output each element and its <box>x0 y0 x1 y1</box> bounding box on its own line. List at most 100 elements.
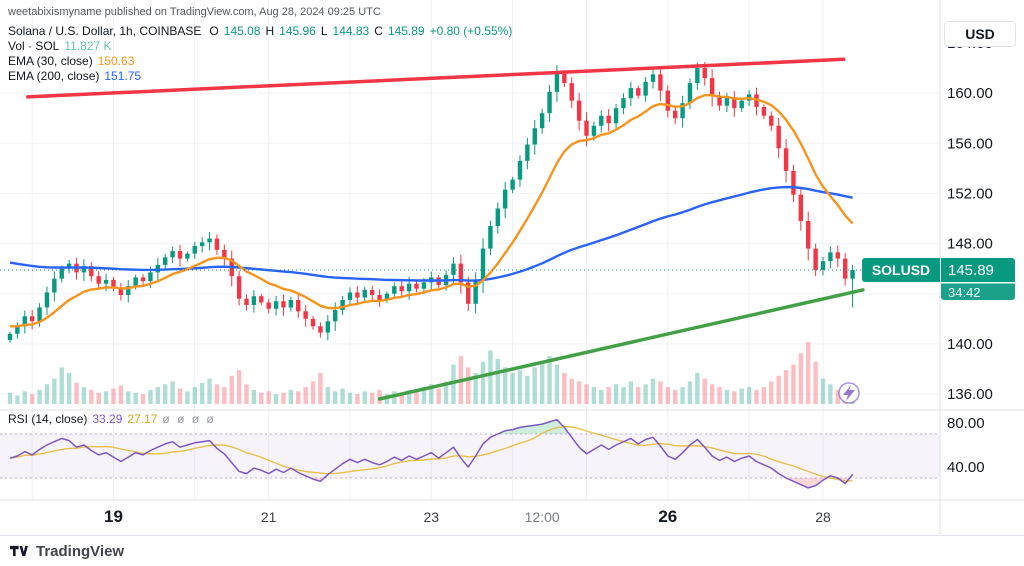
candle-body <box>406 283 412 292</box>
volume-bar <box>22 391 27 404</box>
candle-body <box>59 268 64 279</box>
volume-bar <box>89 389 94 404</box>
ema30-label[interactable]: EMA (30, close) <box>8 54 93 68</box>
volume-value: 11.827 K <box>64 39 112 53</box>
price-tick-label: 160.00 <box>947 85 993 102</box>
volume-bar <box>133 392 138 404</box>
symbol-row: Solana / U.S. Dollar, 1h, COINBASE O 145.… <box>8 24 512 39</box>
rsi-empty-values: ø ø ø ø <box>162 412 216 426</box>
volume-bar <box>192 387 197 404</box>
time-axis-label: 12:00 <box>525 509 560 525</box>
candle-body <box>296 299 301 312</box>
candle-body <box>318 326 323 333</box>
high-label: H <box>265 24 275 38</box>
candle-body <box>709 78 715 96</box>
candle-body <box>636 88 641 96</box>
chart-legend: Solana / U.S. Dollar, 1h, COINBASE O 145.… <box>8 24 512 84</box>
candle-body <box>52 278 57 293</box>
candle-body <box>569 83 574 101</box>
volume-bar <box>525 375 530 404</box>
candle-body <box>185 253 190 259</box>
volume-bar <box>754 389 759 404</box>
candle-body <box>828 252 833 262</box>
volume-bar <box>251 389 257 404</box>
volume-bar <box>421 387 427 404</box>
volume-bar <box>709 384 715 404</box>
candle-body <box>562 73 567 84</box>
tradingview-logo[interactable] <box>10 543 29 559</box>
ema200-value: 151.75 <box>104 69 142 83</box>
time-axis-label: 28 <box>815 509 831 525</box>
volume-bar <box>599 389 604 404</box>
ema200-label[interactable]: EMA (200, close) <box>8 69 100 83</box>
volume-bar <box>177 388 183 404</box>
volume-bar <box>15 395 20 404</box>
volume-bar <box>29 394 35 404</box>
volume-bar <box>296 391 301 404</box>
open-label: O <box>209 24 219 38</box>
candle-body <box>798 194 804 222</box>
usd-currency-button[interactable]: USD <box>944 21 1016 47</box>
candle-body <box>340 299 345 311</box>
candle-body <box>658 74 663 91</box>
volume-bar <box>488 350 493 404</box>
volume-bar <box>406 389 412 404</box>
candle-body <box>480 248 486 280</box>
candle-body <box>192 246 197 254</box>
volume-bar <box>791 364 796 404</box>
time-axis-label: 23 <box>423 509 439 525</box>
symbol-title[interactable]: Solana / U.S. Dollar, 1h, COINBASE <box>8 24 202 38</box>
volume-bar <box>665 387 670 404</box>
volume-bar <box>229 375 234 404</box>
candle-body <box>281 301 286 308</box>
ema200-row: EMA (200, close) 151.75 <box>8 69 512 84</box>
volume-bar <box>347 392 353 404</box>
rsi-tick-label: 80.00 <box>947 415 985 432</box>
volume-bar <box>650 378 656 404</box>
candle-body <box>554 73 560 92</box>
candle-body <box>207 238 212 243</box>
candle-body <box>576 100 582 121</box>
volume-bar <box>148 389 153 404</box>
volume-bar <box>451 364 456 404</box>
candle-body <box>584 120 589 136</box>
volume-bar <box>199 382 205 404</box>
low-label: L <box>320 24 328 38</box>
rsi-label[interactable]: RSI (14, close) <box>8 412 88 426</box>
candle-body <box>776 125 781 149</box>
candle-body <box>488 226 493 249</box>
ema200-line <box>9 185 853 282</box>
volume-bar <box>746 387 752 404</box>
price-badge-value: 145.89 <box>941 258 1015 282</box>
volume-bar <box>769 381 774 404</box>
volume-bar <box>266 391 271 404</box>
volume-bar <box>207 378 212 404</box>
chart-canvas[interactable]: 164.00160.00156.00152.00148.00140.00136.… <box>0 0 1024 535</box>
candle-body <box>111 279 116 288</box>
candle-body <box>502 189 508 209</box>
candle-body <box>81 266 87 273</box>
volume-bar <box>820 378 826 404</box>
candle-body <box>732 98 737 109</box>
volume-bar <box>798 353 804 404</box>
volume-bar <box>466 367 471 404</box>
rsi-line <box>9 418 854 489</box>
candle-body <box>384 293 390 300</box>
close-value: 145.89 <box>387 24 425 38</box>
candle-body <box>769 115 774 126</box>
candle-body <box>613 108 619 124</box>
volume-bar <box>495 358 501 404</box>
volume-bar <box>828 384 833 404</box>
candle-body <box>599 115 604 126</box>
volume-bar <box>783 370 789 404</box>
volume-bar <box>66 373 72 404</box>
candle-body <box>29 316 35 322</box>
volume-bar <box>222 387 227 404</box>
volume-bar <box>835 389 840 404</box>
volume-bar <box>214 384 220 404</box>
volume-bar <box>480 361 486 404</box>
volume-label[interactable]: Vol · SOL <box>8 39 60 53</box>
volume-bar <box>613 384 619 404</box>
footer-brand[interactable]: TradingView <box>36 542 125 560</box>
